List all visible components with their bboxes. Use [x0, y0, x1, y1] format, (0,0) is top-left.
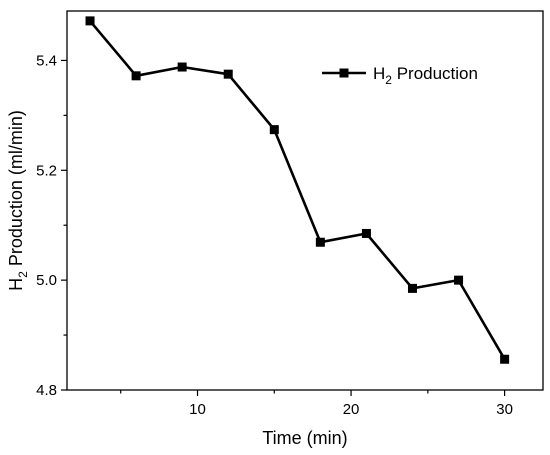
data-point-marker: [85, 16, 95, 26]
x-axis-title: Time (min): [262, 428, 347, 448]
axis-ticks: 10 20 30 4.8 5.0 5.2 5.4: [36, 52, 513, 418]
y-tick-label: 4.8: [36, 382, 57, 399]
y-axis-title-subscript: 2: [16, 271, 30, 278]
legend-marker-square: [339, 68, 349, 78]
y-tick-label: 5.2: [36, 162, 57, 179]
data-point-marker: [454, 275, 464, 285]
x-tick-label: 20: [343, 401, 360, 418]
data-point-marker: [223, 69, 233, 79]
data-point-marker: [269, 125, 279, 135]
y-tick-label: 5.4: [36, 52, 57, 69]
legend-label-subscript: 2: [385, 73, 392, 87]
legend-label-suffix: Production: [392, 64, 478, 83]
y-axis-title-prefix: H: [6, 278, 26, 291]
legend-label: H2 Production: [373, 64, 478, 87]
plot-area: [85, 16, 510, 364]
x-tick-label: 10: [189, 401, 206, 418]
x-tick-label: 30: [496, 401, 513, 418]
data-point-marker: [177, 62, 187, 72]
legend-label-prefix: H: [373, 64, 385, 83]
y-axis-title: H2 Production (ml/min): [6, 110, 30, 291]
data-point-marker: [361, 228, 371, 238]
legend: H2 Production: [322, 64, 478, 87]
data-point-marker: [315, 237, 325, 247]
series-line: [89, 20, 506, 360]
data-point-marker: [407, 283, 417, 293]
y-tick-label: 5.0: [36, 272, 57, 289]
plot-frame: [66, 10, 544, 391]
data-point-marker: [131, 71, 141, 81]
y-axis-title-suffix: Production (ml/min): [6, 110, 26, 271]
data-point-marker: [500, 354, 510, 364]
